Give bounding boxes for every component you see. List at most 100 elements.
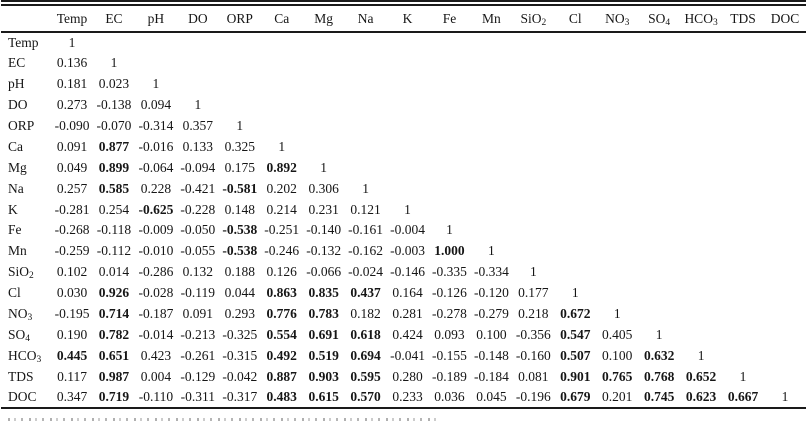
corr-cell: [345, 53, 387, 74]
corr-cell: [512, 178, 554, 199]
corr-cell: -0.132: [306, 243, 342, 259]
corr-cell: 1: [529, 264, 537, 280]
corr-cell: 0.903: [308, 368, 339, 384]
corr-cell: [596, 32, 638, 53]
corr-cell: [261, 95, 303, 116]
corr-cell: 1: [697, 347, 705, 363]
corr-cell: -0.010: [138, 243, 174, 259]
table-row-cl: Cl 0.030 0.926 -0.028 -0.119 0.044 0.863 0.835 0…: [1, 283, 806, 304]
corr-cell: 0.201: [602, 389, 633, 405]
table-row-doc: DOC 0.347 0.719 -0.110 -0.311 -0.317 0.483 0.61…: [1, 387, 806, 408]
corr-cell: 0.102: [56, 264, 88, 280]
corr-cell: -0.187: [138, 306, 174, 322]
corr-cell: 0.651: [98, 347, 130, 363]
corr-cell: [219, 74, 261, 95]
corr-cell: 0.132: [182, 264, 214, 280]
corr-cell: 1: [236, 118, 244, 133]
corr-cell: [764, 32, 806, 53]
corr-cell: -0.120: [473, 285, 509, 301]
corr-cell: 0.228: [140, 180, 172, 196]
subscript: 2: [29, 271, 34, 282]
corr-cell: -0.625: [138, 201, 174, 217]
corr-cell: 0.325: [224, 138, 255, 154]
corr-cell: [177, 53, 219, 74]
corr-cell: -0.140: [306, 222, 342, 238]
corr-cell: 1: [781, 389, 789, 405]
col-header-cl: Cl: [554, 3, 597, 33]
corr-cell: [512, 95, 554, 116]
table-row-temp: Temp 1: [1, 32, 806, 53]
corr-cell: -0.090: [54, 118, 90, 133]
corr-cell: [764, 324, 806, 345]
corr-cell: [428, 53, 470, 74]
row-label-hco3: HCO3: [8, 347, 42, 365]
corr-cell: [680, 324, 722, 345]
table-row-ca: Ca 0.091 0.877 -0.016 0.133 0.325 1: [1, 136, 806, 157]
corr-cell: 0.768: [643, 368, 675, 384]
corr-cell: 0.483: [266, 389, 297, 405]
corr-cell: [303, 95, 345, 116]
corr-cell: [764, 95, 806, 116]
corr-cell: 0.782: [98, 326, 130, 342]
row-label-orp: ORP: [8, 118, 35, 133]
corr-cell: 0.030: [56, 285, 88, 301]
corr-cell: -0.146: [390, 264, 425, 280]
col-header-sio2: SiO2: [512, 3, 555, 33]
corr-cell: [638, 74, 680, 95]
corr-cell: [303, 53, 345, 74]
col-header-ph: pH: [134, 3, 177, 33]
table-row-no3: NO3 -0.195 0.714 -0.187 0.091 0.293 0.776 0.783…: [1, 304, 806, 325]
corr-cell: [219, 53, 261, 74]
corr-cell: -0.070: [96, 118, 132, 133]
corr-cell: 0.745: [643, 389, 675, 405]
corr-cell: -0.268: [54, 222, 90, 238]
corr-cell: -0.335: [432, 264, 467, 280]
table-row-so4: SO4 0.190 0.782 -0.014 -0.213 -0.325 0.554 0.69…: [1, 324, 806, 345]
corr-cell: [596, 74, 638, 95]
corr-cell: 0.615: [308, 389, 339, 405]
row-label-mn: Mn: [8, 243, 27, 259]
corr-cell: 0.257: [56, 180, 88, 196]
corr-cell: -0.016: [138, 138, 174, 154]
corr-cell: 0.585: [98, 180, 130, 196]
corr-cell: [303, 116, 345, 137]
row-label-do: DO: [8, 97, 28, 113]
corr-cell: -0.279: [473, 306, 509, 322]
table-row-hco3: HCO3 0.445 0.651 0.423 -0.261 -0.315 0.492 0.51…: [1, 345, 806, 366]
corr-cell: [470, 220, 512, 241]
corr-cell: [470, 178, 512, 199]
corr-cell: 0.987: [98, 368, 130, 384]
subscript: 3: [624, 17, 630, 28]
corr-cell: [722, 53, 764, 74]
corr-cell: -0.041: [390, 347, 425, 363]
corr-cell: [680, 116, 722, 137]
corr-cell: 0.233: [392, 389, 423, 405]
corr-cell: [428, 32, 470, 53]
col-header-orp: ORP: [218, 3, 261, 33]
corr-cell: -0.196: [515, 389, 551, 405]
corr-cell: -0.126: [432, 285, 467, 301]
row-label-no3: NO3: [8, 306, 33, 324]
corr-cell: 0.595: [350, 368, 381, 384]
corr-cell: [638, 116, 680, 137]
corr-cell: -0.315: [222, 347, 258, 363]
corr-cell: [387, 178, 429, 199]
corr-cell: 0.306: [308, 180, 339, 196]
col-header-fe: Fe: [428, 3, 471, 33]
corr-cell: 1: [446, 222, 453, 238]
col-header-tds: TDS: [722, 3, 764, 33]
subscript: 3: [27, 313, 33, 324]
corr-cell: 0.280: [392, 368, 423, 384]
corr-cell: 0.714: [98, 306, 130, 322]
corr-cell: [638, 262, 680, 283]
corr-cell: 0.273: [56, 97, 88, 113]
corr-cell: -0.314: [138, 118, 174, 133]
corr-cell: 0.887: [266, 368, 297, 384]
row-label-ph: pH: [8, 76, 25, 92]
corr-cell: 0.672: [560, 306, 591, 322]
corr-cell: [680, 220, 722, 241]
corr-cell: -0.066: [306, 264, 342, 280]
corr-cell: [596, 283, 638, 304]
corr-cell: [219, 95, 261, 116]
corr-cell: 0.679: [560, 389, 591, 405]
